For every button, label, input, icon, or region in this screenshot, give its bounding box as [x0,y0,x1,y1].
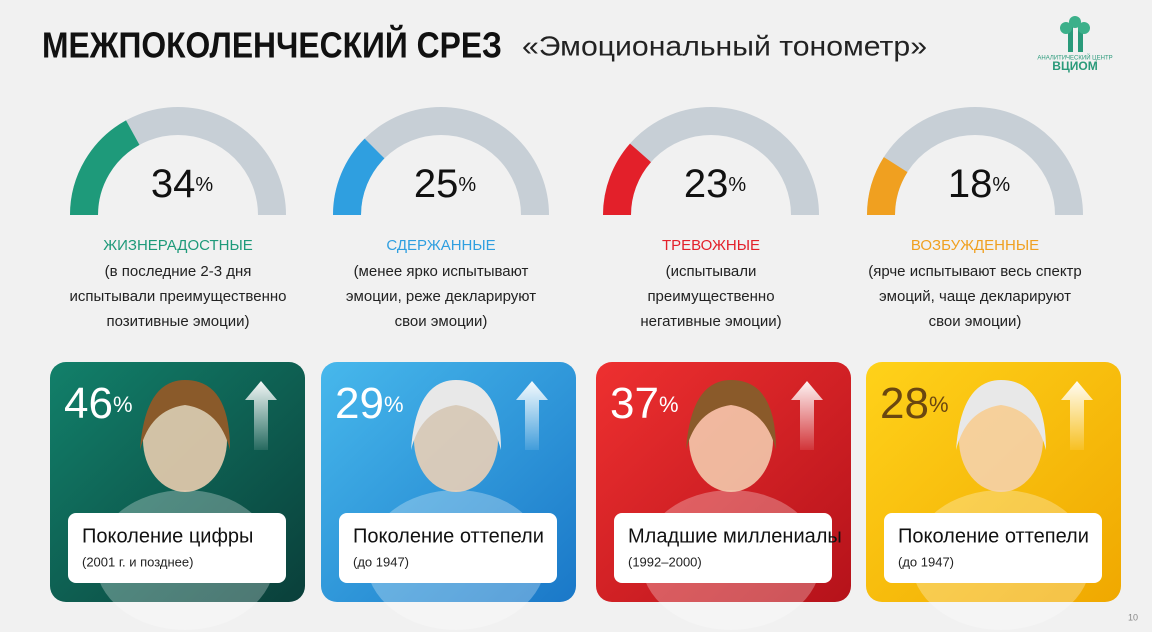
gauge-description: негативные эмоции) [640,313,781,330]
person-head [959,388,1043,492]
card-generation: Младшие миллениалы [628,525,842,547]
card-generation: Поколение оттепели [353,525,544,547]
gauge-percent: 25% [414,162,477,206]
gauge-description: (в последние 2-3 дня [105,263,252,280]
gauge-number: 25 [414,162,459,206]
card-unit: % [659,392,679,417]
subtitle: «Эмоциональный тонометр» [522,30,927,61]
card-percent: 46% [64,379,133,428]
gauge-label: ТРЕВОЖНЫЕ [662,237,760,254]
person-hair [686,380,776,450]
card-generation: Поколение цифры [82,525,253,547]
arrow [1061,381,1093,450]
gauge-description: (ярче испытывают весь спектр [868,263,1082,280]
gauge-value [867,157,908,216]
gauge-number: 18 [948,162,993,206]
gauge-description: эмоции, реже декларируют [346,288,536,305]
card-unit: % [929,392,949,417]
person-hair [140,380,230,450]
gauge-value [70,120,140,216]
gauge-percent: 23% [684,162,747,206]
card-label-box [68,513,286,583]
gauge-number: 34 [151,162,196,206]
logo-caption: АНАЛИТИЧЕСКИЙ ЦЕНТР [1037,54,1112,62]
card-label-box [884,513,1102,583]
card-percent: 29% [335,379,404,428]
title: МЕЖПОКОЛЕНЧЕСКИЙ СРЕЗ [42,24,502,66]
logo-name: ВЦИОМ [1052,59,1097,73]
arrow [516,381,548,450]
page-number: 10 [1128,612,1138,622]
gauge-description: эмоций, чаще декларируют [879,288,1071,305]
card-number: 37 [610,379,659,428]
logo: АНАЛИТИЧЕСКИЙ ЦЕНТР ВЦИОМ [1037,16,1113,73]
gauge-description: (менее ярко испытывают [354,263,529,280]
card-number: 28 [880,379,929,428]
gauge-description: свои эмоции) [395,313,488,330]
gauge-percent: 18% [948,162,1011,206]
card-label-box [339,513,557,583]
gauge-value [333,138,385,216]
card-percent: 37% [610,379,679,428]
card-percent: 28% [880,379,949,428]
gauge-percent: 34% [151,162,214,206]
person-head [414,388,498,492]
gauge-label: ЖИЗНЕРАДОСТНЫЕ [103,237,252,254]
card-number: 46 [64,379,113,428]
card-years: (до 1947) [353,554,409,569]
card-years: (1992–2000) [628,554,702,569]
person-hair [411,380,501,450]
gauge-number: 23 [684,162,729,206]
gauge-label: СДЕРЖАННЫЕ [386,237,495,254]
gauge-description: позитивные эмоции) [107,313,250,330]
gauge-label: ВОЗБУЖДЕННЫЕ [911,237,1039,254]
gauge-description: свои эмоции) [929,313,1022,330]
card-years: (до 1947) [898,554,954,569]
card-label-box [614,513,832,583]
person-head [143,388,227,492]
card-number: 29 [335,379,384,428]
gauge-description: (испытывали [666,263,757,280]
gauge-description: испытывали преимущественно [70,288,287,305]
card-unit: % [113,392,133,417]
gauge-unit: % [195,174,213,196]
person-hair [956,380,1046,450]
card-generation: Поколение оттепели [898,525,1089,547]
person-head [689,388,773,492]
arrow [791,381,823,450]
card-years: (2001 г. и позднее) [82,554,193,569]
arrow [245,381,277,450]
gauge-description: преимущественно [647,288,774,305]
gauge-unit: % [458,174,476,196]
card-unit: % [384,392,404,417]
gauge-value [603,143,652,216]
gauge-unit: % [728,174,746,196]
gauge-unit: % [992,174,1010,196]
